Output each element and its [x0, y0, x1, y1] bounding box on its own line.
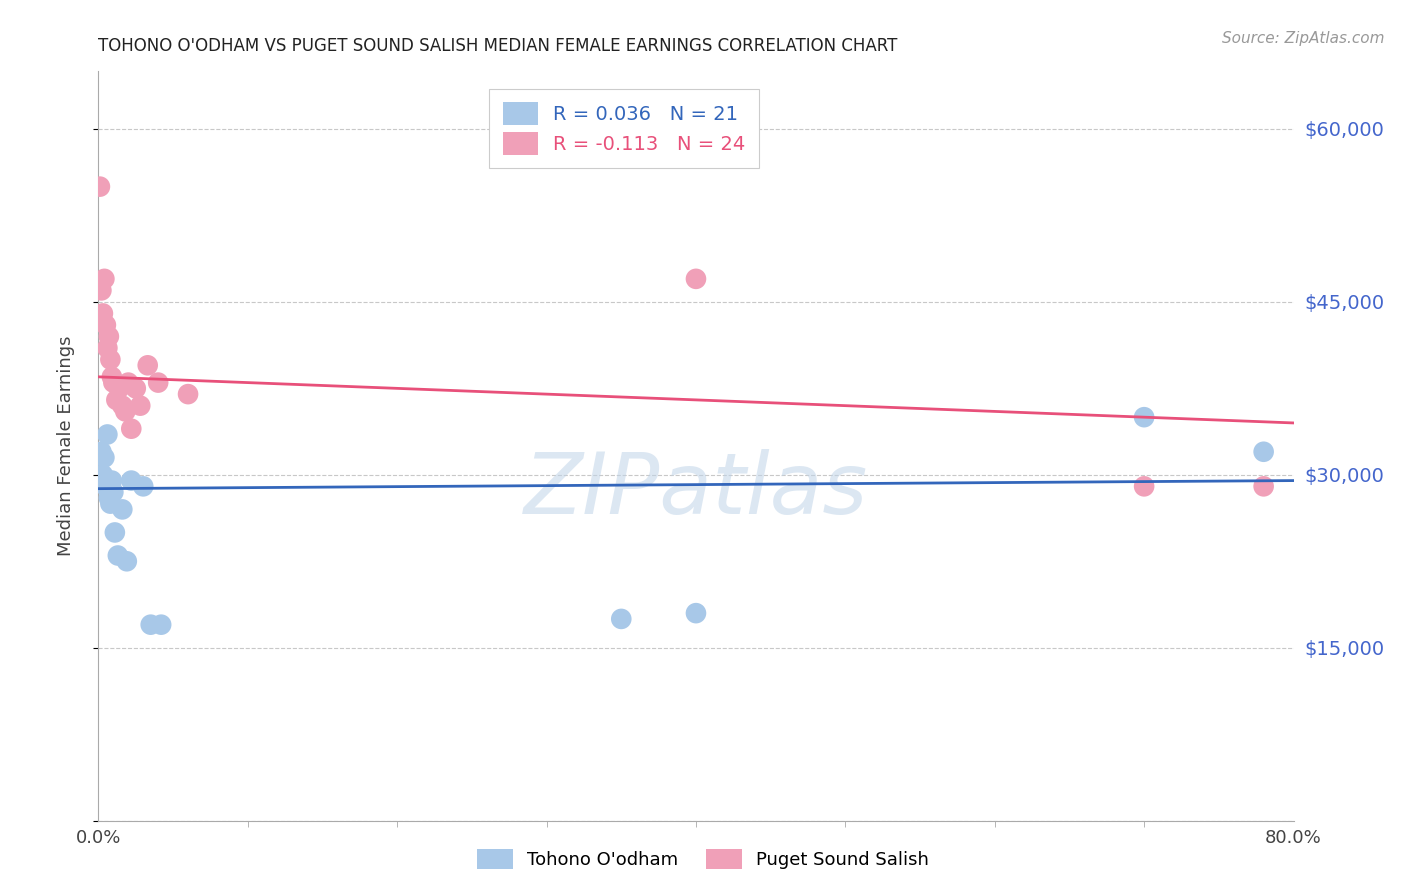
Point [97, 329, 120, 343]
Y-axis label: Median Female Earnings: Median Female Earnings [56, 335, 75, 557]
Point [103, 485, 125, 500]
Point [1133, 410, 1156, 425]
Point [94, 479, 117, 493]
Point [94, 318, 117, 332]
Point [111, 399, 134, 413]
Point [1253, 479, 1275, 493]
Text: ZIPatlas: ZIPatlas [524, 450, 868, 533]
Point [107, 549, 129, 563]
Legend: R = 0.036   N = 21, R = -0.113   N = 24: R = 0.036 N = 21, R = -0.113 N = 24 [489, 88, 759, 169]
Point [91, 467, 114, 482]
Point [104, 525, 127, 540]
Point [132, 479, 155, 493]
Point [96, 427, 118, 442]
Point [90, 444, 112, 458]
Point [685, 272, 707, 286]
Point [125, 381, 148, 395]
Point [93, 272, 115, 286]
Point [685, 606, 707, 620]
Point [139, 617, 162, 632]
Point [98, 352, 122, 367]
Point [136, 359, 159, 373]
Point [120, 422, 142, 436]
Text: TOHONO O'ODHAM VS PUGET SOUND SALISH MEDIAN FEMALE EARNINGS CORRELATION CHART: TOHONO O'ODHAM VS PUGET SOUND SALISH MED… [98, 37, 898, 54]
Point [610, 612, 633, 626]
Point [120, 474, 142, 488]
Point [111, 502, 134, 516]
Point [98, 497, 122, 511]
Point [96, 341, 118, 355]
Text: Source: ZipAtlas.com: Source: ZipAtlas.com [1222, 31, 1385, 46]
Point [103, 376, 125, 390]
Point [89, 179, 111, 194]
Point [90, 284, 112, 298]
Point [129, 399, 152, 413]
Point [108, 381, 131, 395]
Point [150, 617, 173, 632]
Point [1133, 479, 1156, 493]
Point [148, 376, 170, 390]
Point [114, 404, 136, 418]
Point [101, 474, 124, 488]
Point [91, 306, 114, 320]
Point [105, 392, 128, 407]
Point [115, 554, 138, 568]
Point [93, 450, 115, 465]
Point [1253, 444, 1275, 458]
Point [101, 369, 124, 384]
Point [97, 491, 120, 505]
Point [117, 376, 139, 390]
Legend: Tohono O'odham, Puget Sound Salish: Tohono O'odham, Puget Sound Salish [468, 839, 938, 879]
Point [177, 387, 200, 401]
